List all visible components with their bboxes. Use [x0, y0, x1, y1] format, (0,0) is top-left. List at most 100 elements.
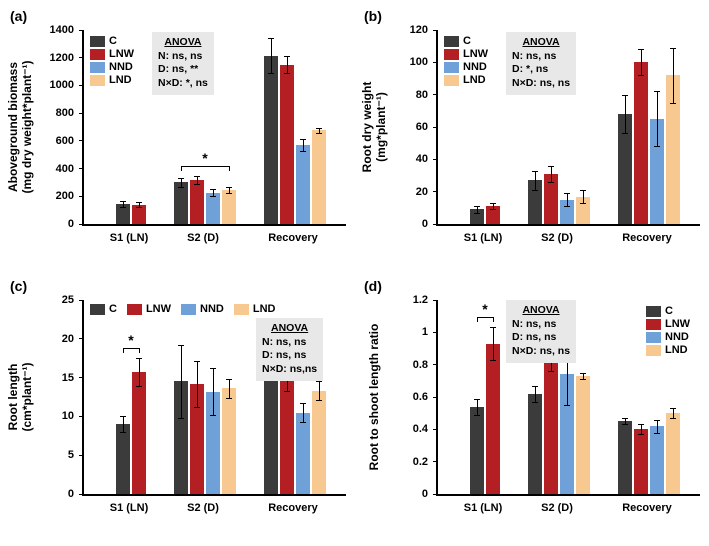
- errorbar: [271, 38, 272, 73]
- legend-item-C: C: [444, 35, 488, 47]
- errorcap: [300, 422, 306, 423]
- sig-line: [477, 317, 493, 318]
- anova-line: D: *, ns: [512, 63, 570, 77]
- bar-c-1-LND: [222, 388, 236, 494]
- anova-title: ANOVA: [262, 322, 317, 336]
- errorbar: [477, 399, 478, 415]
- errorbar: [287, 56, 288, 73]
- legend-swatch: [181, 304, 196, 315]
- panel-label-c: (c): [10, 278, 27, 294]
- ytick: [79, 377, 84, 378]
- legend-swatch: [444, 49, 459, 60]
- sig-line-end: [493, 317, 494, 322]
- bar-c-2-C: [264, 364, 278, 494]
- legend-swatch: [90, 36, 105, 47]
- sig-line-end: [139, 348, 140, 353]
- legend-label: C: [109, 35, 117, 47]
- errorbar: [535, 386, 536, 402]
- errorcap: [622, 424, 628, 425]
- panel-b: (b)020406080100120Root dry weight (mg*pl…: [362, 8, 708, 260]
- anova-box-a: ANOVAN: ns, nsD: ns, **N×D: *, ns: [152, 32, 214, 95]
- sig-line-end: [477, 317, 478, 322]
- legend-swatch: [234, 304, 249, 315]
- errorcap: [670, 48, 676, 49]
- legend-item-C: C: [646, 305, 690, 317]
- errorcap: [120, 416, 126, 417]
- errorcap: [120, 432, 126, 433]
- errorcap: [300, 151, 306, 152]
- xtick-label: Recovery: [622, 232, 672, 244]
- errorcap: [316, 128, 322, 129]
- legend-swatch: [646, 319, 661, 330]
- legend-swatch: [90, 49, 105, 60]
- bar-d-1-LND: [576, 376, 590, 494]
- errorcap: [490, 360, 496, 361]
- legend-item-LNW: LNW: [90, 48, 134, 60]
- anova-line: D: ns, ns: [512, 331, 570, 345]
- errorcap: [580, 190, 586, 191]
- ytick: [79, 416, 84, 417]
- ytick: [433, 364, 438, 365]
- errorcap: [210, 415, 216, 416]
- errorcap: [268, 73, 274, 74]
- legend-swatch: [444, 36, 459, 47]
- errorcap: [226, 379, 232, 380]
- sig-line-end: [123, 348, 124, 353]
- anova-title: ANOVA: [512, 36, 570, 50]
- errorcap: [622, 418, 628, 419]
- legend-swatch: [90, 304, 105, 315]
- errorcap: [120, 201, 126, 202]
- legend-label: C: [665, 305, 673, 317]
- panel-label-d: (d): [364, 278, 382, 294]
- errorcap: [548, 182, 554, 183]
- bar-c-2-LNW: [280, 375, 294, 494]
- bar-a-1-C: [174, 182, 188, 224]
- ytick: [79, 30, 84, 31]
- errorcap: [654, 433, 660, 434]
- errorcap: [490, 209, 496, 210]
- errorcap: [136, 386, 142, 387]
- ytick: [79, 57, 84, 58]
- legend-item-NND: NND: [646, 331, 690, 343]
- errorcap: [580, 373, 586, 374]
- bar-a-2-NND: [296, 145, 310, 224]
- bar-a-1-LNW: [190, 180, 204, 224]
- errorcap: [316, 400, 322, 401]
- xtick-label: S1 (LN): [110, 232, 149, 244]
- legend-item-LNW: LNW: [646, 318, 690, 330]
- errorcap: [564, 193, 570, 194]
- anova-line: N×D: *, ns: [158, 77, 208, 91]
- legend-item-LND: LND: [90, 74, 134, 86]
- ytick: [433, 159, 438, 160]
- errorcap: [474, 415, 480, 416]
- xtick-label: S1 (LN): [110, 502, 149, 514]
- errorbar: [181, 178, 182, 186]
- legend-label: NND: [109, 61, 133, 73]
- legend-swatch: [444, 62, 459, 73]
- ytick: [79, 300, 84, 301]
- errorcap: [178, 187, 184, 188]
- errorcap: [622, 95, 628, 96]
- ytick: [79, 494, 84, 495]
- sig-star: *: [128, 332, 133, 348]
- bar-d-0-LNW: [486, 344, 500, 494]
- errorcap: [194, 176, 200, 177]
- sig-line-end: [229, 166, 230, 171]
- errorcap: [474, 399, 480, 400]
- sig-star: *: [482, 301, 487, 317]
- errorcap: [580, 379, 586, 380]
- errorcap: [210, 368, 216, 369]
- bar-a-1-LND: [222, 190, 236, 224]
- sig-line-end: [181, 166, 182, 171]
- bar-d-2-LNW: [634, 429, 648, 494]
- xtick-label: S1 (LN): [464, 502, 503, 514]
- errorbar: [673, 48, 674, 103]
- ytick: [433, 429, 438, 430]
- ytick: [433, 191, 438, 192]
- errorcap: [564, 405, 570, 406]
- errorbar: [657, 420, 658, 433]
- ytick: [433, 397, 438, 398]
- errorcap: [490, 327, 496, 328]
- legend-label: NND: [463, 61, 487, 73]
- ytick: [433, 494, 438, 495]
